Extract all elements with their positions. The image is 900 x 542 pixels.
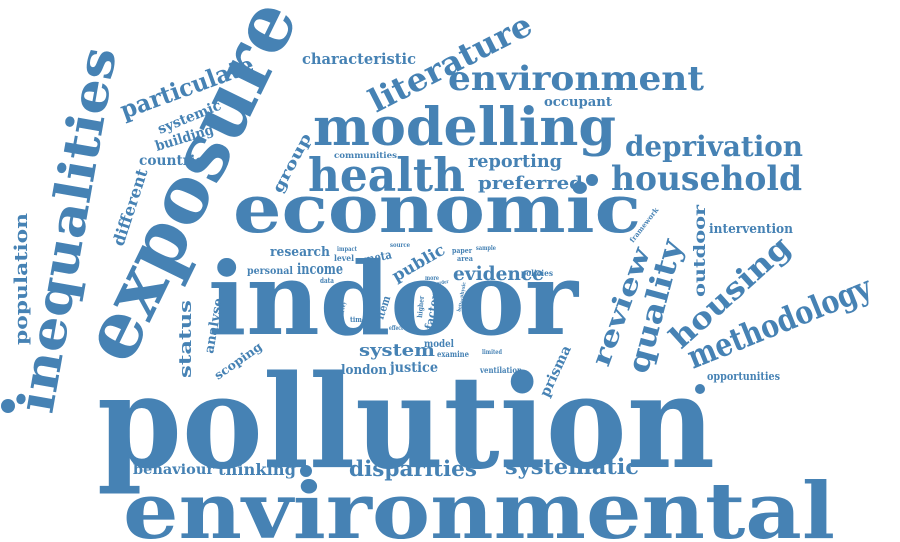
word-personal: personal — [247, 266, 293, 277]
word-meta: meta — [363, 247, 393, 267]
word-physic: physic — [459, 282, 468, 299]
word-effect: effect — [389, 325, 403, 332]
word-examine: examine — [437, 349, 469, 359]
word-status: status — [176, 300, 196, 378]
word-countrie: countrie — [139, 153, 204, 169]
word-survey: survey — [339, 301, 348, 319]
word-higher: higher — [415, 295, 426, 318]
word-household: household — [611, 159, 802, 199]
word-thinking: thinking — [218, 460, 296, 479]
word-model: model — [424, 339, 454, 350]
word-income: income — [297, 260, 343, 278]
word-policies: policies — [521, 268, 553, 278]
word-disparities: disparities — [349, 456, 477, 481]
word-sample: sample — [476, 245, 496, 252]
word-opportunities: opportunities — [707, 370, 780, 383]
word-indoor: indoor — [208, 240, 579, 358]
word-population: population — [11, 213, 32, 345]
bullet-dot — [695, 384, 705, 394]
word-pollution: pollution — [97, 348, 715, 498]
word-environmental: environmental — [123, 466, 835, 542]
word-economic: economic — [233, 170, 641, 248]
word-more: more — [425, 275, 439, 282]
word-ventilation: ventilation — [479, 365, 522, 375]
word-evidence: evidence — [453, 263, 544, 285]
word-level: level — [334, 253, 354, 263]
word-time: time — [350, 315, 366, 324]
word-occupant: occupant — [544, 95, 612, 110]
word-paper: paper — [452, 246, 472, 255]
bullet-dot — [586, 174, 598, 186]
word-systematic: systematic — [505, 454, 639, 479]
word-factor: factor — [422, 292, 442, 330]
word-reporting: reporting — [468, 151, 562, 172]
bullet-dot — [300, 465, 312, 477]
word-research: research — [270, 245, 331, 260]
word-limited: limited — [482, 349, 503, 356]
word-health: health — [308, 148, 465, 202]
bullet-dot — [1, 399, 15, 413]
word-london: london — [341, 363, 387, 378]
word-source: source — [390, 242, 410, 249]
word-communities: communities — [334, 150, 398, 160]
word-order: order — [436, 279, 449, 287]
word-environment: environment — [448, 59, 704, 99]
word-justice: justice — [388, 360, 438, 376]
word-characteristic: characteristic — [302, 50, 416, 68]
word-system: system — [359, 341, 435, 361]
word-intervention: intervention — [709, 222, 794, 237]
word-outdoor: outdoor — [690, 204, 709, 297]
word-better: better — [456, 297, 466, 312]
word-impact: impact — [337, 246, 357, 253]
word-behaviour: behaviour — [133, 462, 215, 478]
word-data: data — [320, 276, 334, 285]
word-preferred: preferred — [478, 173, 583, 194]
word-area: area — [457, 254, 473, 263]
word-deprivation: deprivation — [625, 130, 803, 163]
word-modelling: modelling — [313, 97, 616, 158]
